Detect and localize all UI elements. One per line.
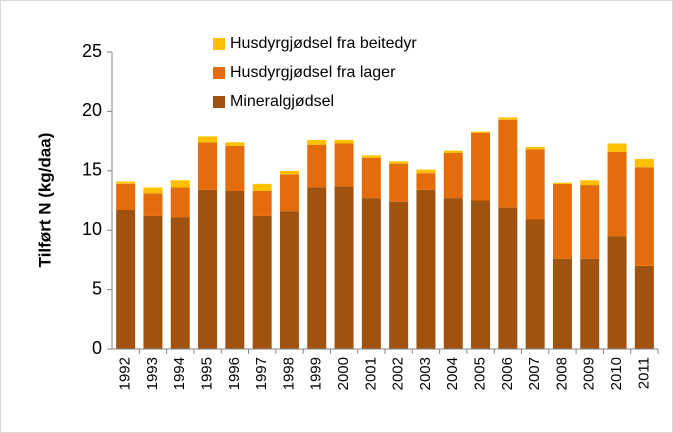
bar-segment (607, 236, 627, 349)
x-tick-label: 1993 (144, 357, 161, 390)
bar-segment (389, 163, 409, 202)
bar-segment (307, 187, 327, 349)
x-tick-label: 2004 (444, 357, 461, 390)
bar-segment (307, 139, 327, 145)
bar-segment (552, 258, 572, 349)
bar-segment (252, 190, 272, 216)
bar-segment (225, 190, 245, 349)
bar-segment (443, 198, 463, 349)
bar-segment (170, 187, 190, 218)
bar-segment (525, 219, 545, 349)
x-tick-label: 1995 (199, 357, 216, 390)
x-tick-label: 1992 (117, 357, 134, 390)
bar-segment (143, 193, 163, 216)
bar-segment (116, 183, 136, 211)
y-tick-label: 20 (82, 100, 102, 120)
x-tick-label: 1994 (171, 357, 188, 390)
bar-segment (443, 152, 463, 199)
y-tick-label: 0 (92, 338, 102, 358)
x-tick-label: 2008 (553, 357, 570, 390)
bar-segment (279, 211, 299, 349)
bar-segment (279, 174, 299, 212)
y-tick-label: 25 (82, 41, 102, 61)
bar-segment (471, 131, 491, 133)
bar-segment (525, 149, 545, 220)
x-tick-label: 2006 (499, 357, 516, 390)
bar-segment (580, 180, 600, 186)
bar-segment (198, 136, 218, 143)
bar-segment (361, 198, 381, 349)
legend-label: Husdyrgjødsel fra lager (230, 64, 396, 81)
bar-segment (443, 150, 463, 153)
x-tick-label: 1997 (253, 357, 270, 390)
bar-segment (552, 183, 572, 259)
y-tick-label: 15 (82, 160, 102, 180)
bar-segment (198, 189, 218, 349)
bar-segment (334, 186, 354, 349)
bar-segment (580, 258, 600, 349)
bar-segment (361, 155, 381, 158)
bar-segment (389, 201, 409, 349)
bar-segment (607, 151, 627, 237)
bar-segment (116, 210, 136, 349)
bar-segment (498, 207, 518, 349)
x-tick-label: 2003 (417, 357, 434, 390)
bar-segment (634, 167, 654, 266)
y-tick-label: 10 (82, 219, 102, 239)
bar-segment (116, 181, 136, 184)
bar-segment (607, 143, 627, 152)
legend-label: Husdyrgjødsel fra beitedyr (230, 35, 417, 52)
bar-segment (498, 119, 518, 208)
bar-segment (471, 200, 491, 349)
bar-segment (198, 142, 218, 190)
bar-segment (143, 187, 163, 194)
x-tick-label: 2007 (526, 357, 543, 390)
bar-segment (416, 189, 436, 349)
bar-segment (279, 170, 299, 175)
bar-segment (416, 173, 436, 190)
bar-segment (525, 147, 545, 150)
legend-label: Mineralgjødsel (230, 93, 334, 110)
x-tick-label: 2002 (390, 357, 407, 390)
bar-segment (170, 217, 190, 349)
x-tick-label: 2011 (635, 357, 652, 389)
x-tick-label: 2009 (581, 357, 598, 390)
bar-segment (389, 161, 409, 164)
bar-segment (416, 169, 436, 174)
bar-segment (634, 265, 654, 349)
legend-swatch (213, 38, 225, 50)
bar-segment (498, 117, 518, 120)
bar-segment (580, 185, 600, 259)
x-tick-label: 1998 (280, 357, 297, 390)
bar-segment (334, 143, 354, 187)
legend-swatch (213, 67, 225, 79)
y-axis-label: Tilført N (kg/daa) (35, 133, 54, 268)
y-tick-label: 5 (92, 278, 102, 298)
legend-swatch (213, 96, 225, 108)
bar-segment (143, 215, 163, 349)
x-tick-label: 2000 (335, 357, 352, 390)
bar-segment (634, 158, 654, 168)
x-tick-label: 2010 (608, 357, 625, 390)
bar-segment (552, 182, 572, 184)
x-tick-label: 1999 (308, 357, 325, 390)
bar-segment (225, 142, 245, 146)
bar-segment (252, 183, 272, 191)
x-tick-label: 1996 (226, 357, 243, 390)
bar-segment (307, 144, 327, 188)
bar-segment (252, 215, 272, 349)
bar-segment (225, 145, 245, 191)
bar-segment (334, 139, 354, 144)
bar-segment (361, 157, 381, 199)
bar-segment (471, 132, 491, 201)
x-tick-label: 2005 (472, 357, 489, 390)
bar-segment (170, 180, 190, 188)
x-tick-label: 2001 (362, 357, 379, 390)
